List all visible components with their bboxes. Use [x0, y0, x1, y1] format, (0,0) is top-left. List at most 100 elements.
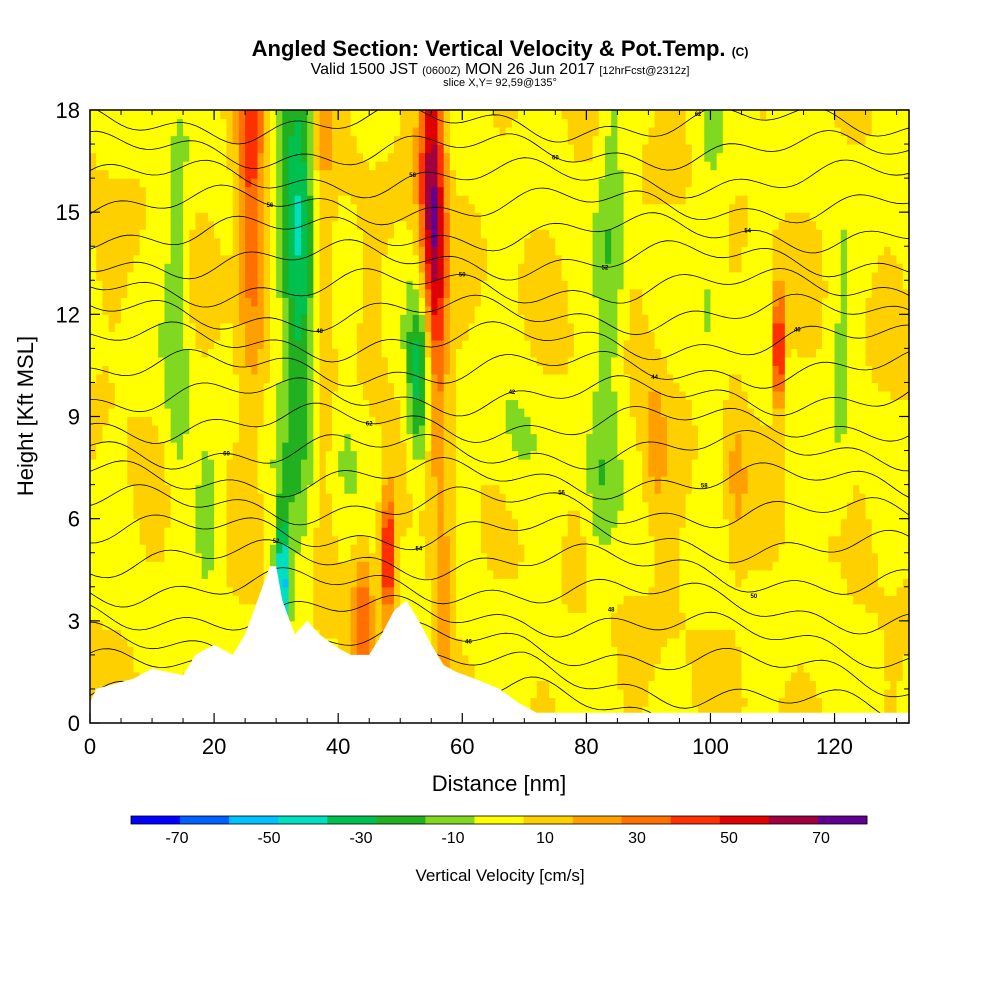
velocity-cell [207, 620, 215, 630]
velocity-cell [201, 399, 209, 409]
velocity-cell [170, 552, 178, 562]
velocity-cell [139, 467, 147, 477]
velocity-cell [412, 229, 420, 239]
velocity-cell [251, 118, 259, 128]
velocity-cell [313, 416, 321, 426]
velocity-cell [462, 561, 470, 571]
velocity-cell [350, 263, 358, 273]
velocity-cell [344, 544, 352, 554]
velocity-cell [158, 365, 166, 375]
velocity-cell [443, 518, 451, 528]
velocity-cell [505, 688, 513, 699]
velocity-cell [102, 425, 110, 435]
velocity-cell [443, 305, 451, 315]
velocity-cell [431, 407, 439, 418]
velocity-cell [505, 271, 513, 281]
velocity-cell [207, 459, 215, 469]
velocity-cell [394, 254, 401, 264]
velocity-cell [437, 297, 445, 307]
velocity-cell [276, 535, 283, 545]
velocity-cell [493, 552, 501, 562]
velocity-cell [418, 535, 426, 545]
velocity-cell [369, 416, 377, 426]
velocity-cell [468, 552, 476, 562]
velocity-cell [152, 535, 159, 545]
velocity-cell [344, 118, 352, 128]
velocity-cell [152, 254, 159, 264]
velocity-cell [331, 288, 339, 298]
velocity-cell [220, 620, 228, 630]
velocity-cell [269, 390, 277, 401]
velocity-cell [499, 535, 507, 545]
velocity-cell [400, 322, 408, 332]
velocity-cell [102, 212, 110, 222]
velocity-cell [139, 356, 147, 367]
velocity-cell [456, 110, 463, 120]
velocity-cell [189, 527, 197, 537]
velocity-cell [493, 663, 501, 673]
velocity-cell [207, 527, 215, 537]
velocity-cell [195, 390, 203, 401]
velocity-cell [449, 305, 457, 315]
velocity-cell [220, 127, 228, 137]
velocity-cell [387, 535, 395, 545]
velocity-cell [164, 654, 172, 665]
velocity-cell [300, 110, 308, 120]
velocity-cell [406, 552, 414, 562]
velocity-cell [400, 220, 408, 230]
velocity-cell [480, 297, 488, 307]
velocity-cell [201, 450, 209, 460]
velocity-cell [121, 637, 128, 647]
velocity-cell [207, 442, 215, 452]
velocity-cell [418, 612, 426, 622]
velocity-cell [375, 161, 383, 171]
velocity-cell [269, 186, 277, 196]
velocity-cell [449, 416, 457, 426]
velocity-cell [307, 561, 314, 571]
velocity-cell [431, 288, 439, 298]
velocity-cell [220, 390, 228, 401]
velocity-cell [307, 365, 314, 375]
velocity-cell [96, 152, 104, 162]
velocity-cell [468, 527, 476, 537]
velocity-cell [394, 373, 401, 384]
velocity-cell [381, 603, 389, 613]
velocity-cell [176, 620, 184, 630]
velocity-cell [325, 552, 333, 562]
velocity-cell [220, 569, 228, 579]
velocity-cell [170, 544, 178, 554]
velocity-cell [238, 169, 246, 179]
velocity-cell [344, 178, 352, 188]
velocity-cell [257, 373, 265, 384]
velocity-cell [288, 348, 296, 358]
velocity-cell [437, 118, 445, 128]
velocity-cell [474, 637, 482, 647]
velocity-cell [381, 237, 389, 247]
velocity-cell [251, 356, 259, 367]
velocity-cell [307, 373, 314, 384]
velocity-cell [375, 535, 383, 545]
velocity-cell [232, 203, 240, 213]
velocity-cell [437, 229, 445, 239]
velocity-cell [96, 501, 104, 511]
velocity-cell [462, 586, 470, 596]
velocity-cell [425, 271, 432, 281]
velocity-cell [214, 229, 221, 239]
velocity-cell [431, 373, 439, 384]
velocity-cell [425, 246, 432, 256]
velocity-cell [307, 348, 314, 358]
velocity-cell [468, 390, 476, 401]
velocity-cell [238, 510, 246, 520]
velocity-cell [412, 271, 420, 281]
velocity-cell [96, 433, 104, 443]
velocity-cell [207, 280, 215, 290]
velocity-cell [387, 365, 395, 375]
velocity-cell [313, 229, 321, 239]
velocity-cell [251, 229, 259, 239]
velocity-cell [406, 484, 414, 494]
velocity-cell [375, 339, 383, 349]
velocity-cell [282, 425, 290, 435]
velocity-cell [387, 484, 395, 494]
velocity-cell [331, 518, 339, 528]
velocity-cell [387, 237, 395, 247]
